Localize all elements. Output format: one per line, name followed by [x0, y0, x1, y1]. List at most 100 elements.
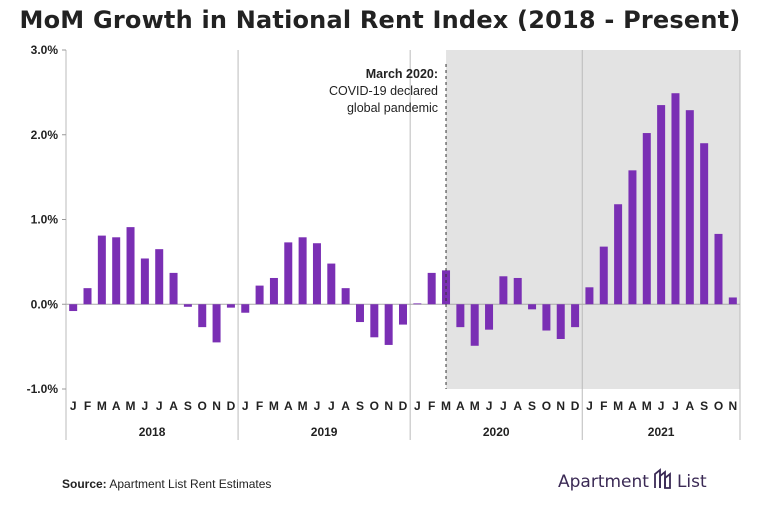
month-label: J [156, 399, 163, 413]
bar-2019-4 [284, 242, 293, 305]
bar-2020-5 [470, 304, 479, 346]
month-label: M [613, 399, 623, 413]
month-label: D [571, 399, 580, 413]
month-label: M [97, 399, 107, 413]
month-label: M [298, 399, 308, 413]
annotation-heading: March 2020: [366, 67, 438, 81]
bar-2021-4 [628, 170, 637, 305]
bar-2021-10 [714, 233, 723, 305]
bar-2019-1 [241, 304, 250, 313]
pandemic-shade [446, 50, 740, 389]
bar-2020-8 [513, 277, 522, 305]
bar-2021-3 [614, 204, 623, 305]
month-label: N [728, 399, 737, 413]
month-label: D [227, 399, 236, 413]
bar-2020-6 [485, 304, 494, 330]
chart-title: MoM Growth in National Rent Index (2018 … [19, 6, 741, 34]
year-label-2020: 2020 [483, 425, 510, 439]
month-label: O [370, 399, 379, 413]
month-label: A [685, 399, 694, 413]
month-label: F [256, 399, 263, 413]
apartment-list-logo-icon [653, 468, 673, 495]
y-tick-label: 3.0% [31, 43, 59, 57]
bar-2020-4 [456, 304, 465, 328]
bar-2018-1 [69, 304, 78, 312]
month-label: M [126, 399, 136, 413]
bar-2020-12 [571, 304, 580, 328]
bar-2019-7 [327, 263, 336, 305]
bar-2019-5 [298, 237, 307, 305]
month-label: N [212, 399, 221, 413]
month-label: J [314, 399, 321, 413]
month-label: A [112, 399, 121, 413]
month-label: D [399, 399, 408, 413]
y-tick-label: 0.0% [31, 297, 59, 311]
month-label: J [500, 399, 507, 413]
month-label: F [428, 399, 435, 413]
bar-2018-10 [198, 304, 207, 328]
month-label: J [142, 399, 149, 413]
month-label: M [269, 399, 279, 413]
bar-2018-8 [169, 272, 178, 305]
bar-2018-2 [83, 288, 92, 305]
bar-2021-6 [657, 105, 666, 305]
source-label: Source: [62, 477, 107, 491]
month-label: O [198, 399, 207, 413]
month-label: N [384, 399, 393, 413]
month-label: J [414, 399, 421, 413]
month-label: S [700, 399, 708, 413]
y-tick-label: 2.0% [31, 128, 59, 142]
month-label: J [70, 399, 77, 413]
month-label: M [470, 399, 480, 413]
bar-2019-11 [384, 304, 393, 345]
annotation-line1: COVID-19 declared [329, 84, 438, 98]
month-label: J [328, 399, 335, 413]
bar-2020-1 [413, 303, 422, 305]
bar-2018-5 [126, 227, 135, 305]
bar-2020-2 [427, 272, 436, 305]
y-tick-label: 1.0% [31, 213, 59, 227]
bar-2021-5 [642, 133, 651, 305]
apartment-list-logo: Apartment List [558, 468, 707, 495]
month-label: A [341, 399, 350, 413]
month-label: J [486, 399, 493, 413]
logo-text-right: List [676, 471, 707, 492]
logo-text-left: Apartment [558, 471, 649, 492]
bar-2021-11 [728, 297, 737, 305]
bar-2018-6 [140, 258, 149, 305]
month-label: J [658, 399, 665, 413]
y-tick-label: -1.0% [27, 382, 59, 396]
source-note: Source: Apartment List Rent Estimates [62, 477, 271, 491]
month-label: O [714, 399, 723, 413]
bar-2021-2 [599, 246, 608, 305]
bar-2018-3 [97, 235, 106, 305]
bar-2021-8 [685, 110, 694, 305]
month-label: S [356, 399, 364, 413]
month-label: A [169, 399, 178, 413]
bar-2018-12 [226, 304, 235, 308]
month-label: J [586, 399, 593, 413]
bar-2019-8 [341, 288, 350, 305]
month-label: N [556, 399, 565, 413]
month-label: M [441, 399, 451, 413]
bar-2020-11 [556, 304, 565, 339]
year-label-2018: 2018 [139, 425, 166, 439]
bar-2018-11 [212, 304, 221, 343]
month-label: O [542, 399, 551, 413]
bar-2019-10 [370, 304, 379, 338]
bar-2018-4 [112, 237, 121, 305]
month-label: J [242, 399, 249, 413]
month-label: J [672, 399, 679, 413]
bar-2019-3 [269, 277, 278, 305]
month-label: A [284, 399, 293, 413]
month-label: S [528, 399, 536, 413]
bar-2021-9 [700, 143, 709, 305]
month-label: A [513, 399, 522, 413]
bar-2019-9 [355, 304, 364, 323]
bar-2018-7 [155, 249, 164, 305]
month-label: M [642, 399, 652, 413]
source-text: Apartment List Rent Estimates [106, 477, 272, 491]
bar-2020-10 [542, 304, 551, 331]
annotation-line2: global pandemic [347, 101, 438, 115]
